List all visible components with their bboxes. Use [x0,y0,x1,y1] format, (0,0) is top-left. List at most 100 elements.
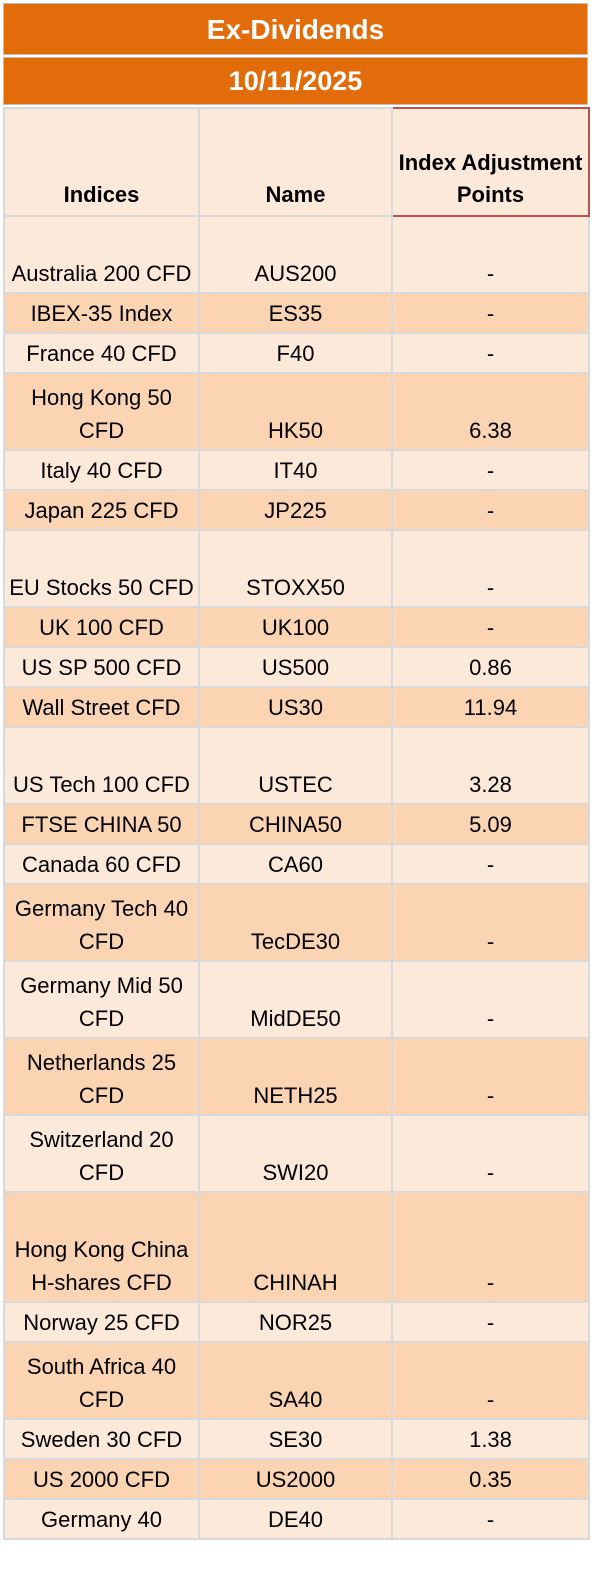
table-body: Australia 200 CFD AUS200- IBEX-35 Index ES3… [3,215,590,1540]
cell-symbol: CHINA50 [198,803,393,845]
cell-index: IBEX-35 Index [3,292,200,334]
cell-index: Netherlands 25 CFD [3,1037,200,1116]
cell-index: Australia 200 CFD [3,215,200,294]
cell-adjustment-points: - [391,883,590,962]
cell-adjustment-points: - [391,843,590,885]
cell-adjustment-points: - [391,215,590,294]
cell-adjustment-points: - [391,1037,590,1116]
table-row: France 40 CFD F40- [3,332,590,374]
table-row: US 2000 CFD US2000 0.35 [3,1458,590,1500]
table-row: Japan 225 CFD JP225- [3,489,590,531]
cell-adjustment-points: 3.28 [391,726,590,805]
cell-adjustment-points: 1.38 [391,1418,590,1460]
cell-symbol: CHINAH [198,1191,393,1303]
table-row: Italy 40 CFD IT40- [3,449,590,491]
table-row: Hong Kong 50 CFD HK50 6.38 [3,372,590,451]
cell-symbol: MidDE50 [198,960,393,1039]
table-row: Sweden 30 CFD SE30 1.38 [3,1418,590,1460]
table-header-row: Indices Name Index Adjustment Points [3,107,590,217]
cell-index: Norway 25 CFD [3,1301,200,1343]
column-header-name: Name [198,107,393,217]
cell-symbol: DE40 [198,1498,393,1540]
cell-index: Canada 60 CFD [3,843,200,885]
cell-index: South Africa 40 CFD [3,1341,200,1420]
cell-symbol: USTEC [198,726,393,805]
cell-adjustment-points: - [391,489,590,531]
cell-symbol: UK100 [198,606,393,648]
cell-symbol: TecDE30 [198,883,393,962]
cell-symbol: SA40 [198,1341,393,1420]
cell-adjustment-points: 0.86 [391,646,590,688]
sheet-title: Ex-Dividends [3,3,588,55]
cell-symbol: AUS200 [198,215,393,294]
sheet-date: 10/11/2025 [3,57,588,105]
column-header-adjustment-points: Index Adjustment Points [391,107,590,217]
table-row: Germany Tech 40 CFD TecDE30- [3,883,590,962]
cell-adjustment-points: - [391,332,590,374]
table-row: Netherlands 25 CFD NETH25- [3,1037,590,1116]
table-row: UK 100 CFD UK100- [3,606,590,648]
table-row: Norway 25 CFD NOR25- [3,1301,590,1343]
cell-adjustment-points: - [391,960,590,1039]
ex-dividends-table: Indices Name Index Adjustment Points Aus… [3,107,590,1540]
cell-index: Switzerland 20 CFD [3,1114,200,1193]
cell-index: Sweden 30 CFD [3,1418,200,1460]
cell-symbol: NOR25 [198,1301,393,1343]
cell-symbol: SWI20 [198,1114,393,1193]
cell-adjustment-points: - [391,292,590,334]
table-row: Germany 40 DE40- [3,1498,590,1540]
column-header-indices: Indices [3,107,200,217]
table-row: Hong Kong China H-shares CFD CHINAH - [3,1191,590,1303]
cell-adjustment-points: 0.35 [391,1458,590,1500]
cell-adjustment-points: - [391,1498,590,1540]
cell-index: Hong Kong 50 CFD [3,372,200,451]
cell-adjustment-points: - [391,529,590,608]
cell-index: US Tech 100 CFD [3,726,200,805]
cell-symbol: US2000 [198,1458,393,1500]
cell-index: Germany 40 [3,1498,200,1540]
cell-index: US SP 500 CFD [3,646,200,688]
cell-index: Germany Tech 40 CFD [3,883,200,962]
cell-index: US 2000 CFD [3,1458,200,1500]
cell-adjustment-points: - [391,1114,590,1193]
cell-symbol: JP225 [198,489,393,531]
ex-dividends-sheet: Ex-Dividends 10/11/2025 Indices Name Ind… [3,3,590,1540]
cell-symbol: US500 [198,646,393,688]
cell-adjustment-points: - [391,449,590,491]
cell-symbol: IT40 [198,449,393,491]
cell-adjustment-points: 5.09 [391,803,590,845]
cell-adjustment-points: - [391,1301,590,1343]
cell-symbol: SE30 [198,1418,393,1460]
cell-adjustment-points: - [391,1341,590,1420]
table-row: US SP 500 CFD US500 0.86 [3,646,590,688]
cell-index: Germany Mid 50 CFD [3,960,200,1039]
cell-index: EU Stocks 50 CFD [3,529,200,608]
cell-adjustment-points: 6.38 [391,372,590,451]
cell-index: France 40 CFD [3,332,200,374]
cell-symbol: HK50 [198,372,393,451]
cell-index: Italy 40 CFD [3,449,200,491]
cell-symbol: STOXX50 [198,529,393,608]
table-row: Germany Mid 50 CFD MidDE50- [3,960,590,1039]
table-row: Switzerland 20 CFD SWI20- [3,1114,590,1193]
table-row: FTSE CHINA 50 CHINA50 5.09 [3,803,590,845]
table-row: Canada 60 CFD CA60- [3,843,590,885]
table-row: US Tech 100 CFD USTEC 3.28 [3,726,590,805]
table-row: South Africa 40 CFD SA40- [3,1341,590,1420]
cell-index: Wall Street CFD [3,686,200,728]
cell-symbol: ES35 [198,292,393,334]
table-row: Australia 200 CFD AUS200- [3,215,590,294]
table-row: IBEX-35 Index ES35- [3,292,590,334]
cell-symbol: F40 [198,332,393,374]
cell-index: UK 100 CFD [3,606,200,648]
cell-index: Hong Kong China H-shares CFD [3,1191,200,1303]
cell-adjustment-points: - [391,606,590,648]
cell-symbol: NETH25 [198,1037,393,1116]
cell-symbol: US30 [198,686,393,728]
cell-symbol: CA60 [198,843,393,885]
table-row: EU Stocks 50 CFD STOXX50- [3,529,590,608]
cell-index: Japan 225 CFD [3,489,200,531]
cell-adjustment-points: 11.94 [391,686,590,728]
cell-adjustment-points: - [391,1191,590,1303]
cell-index: FTSE CHINA 50 [3,803,200,845]
